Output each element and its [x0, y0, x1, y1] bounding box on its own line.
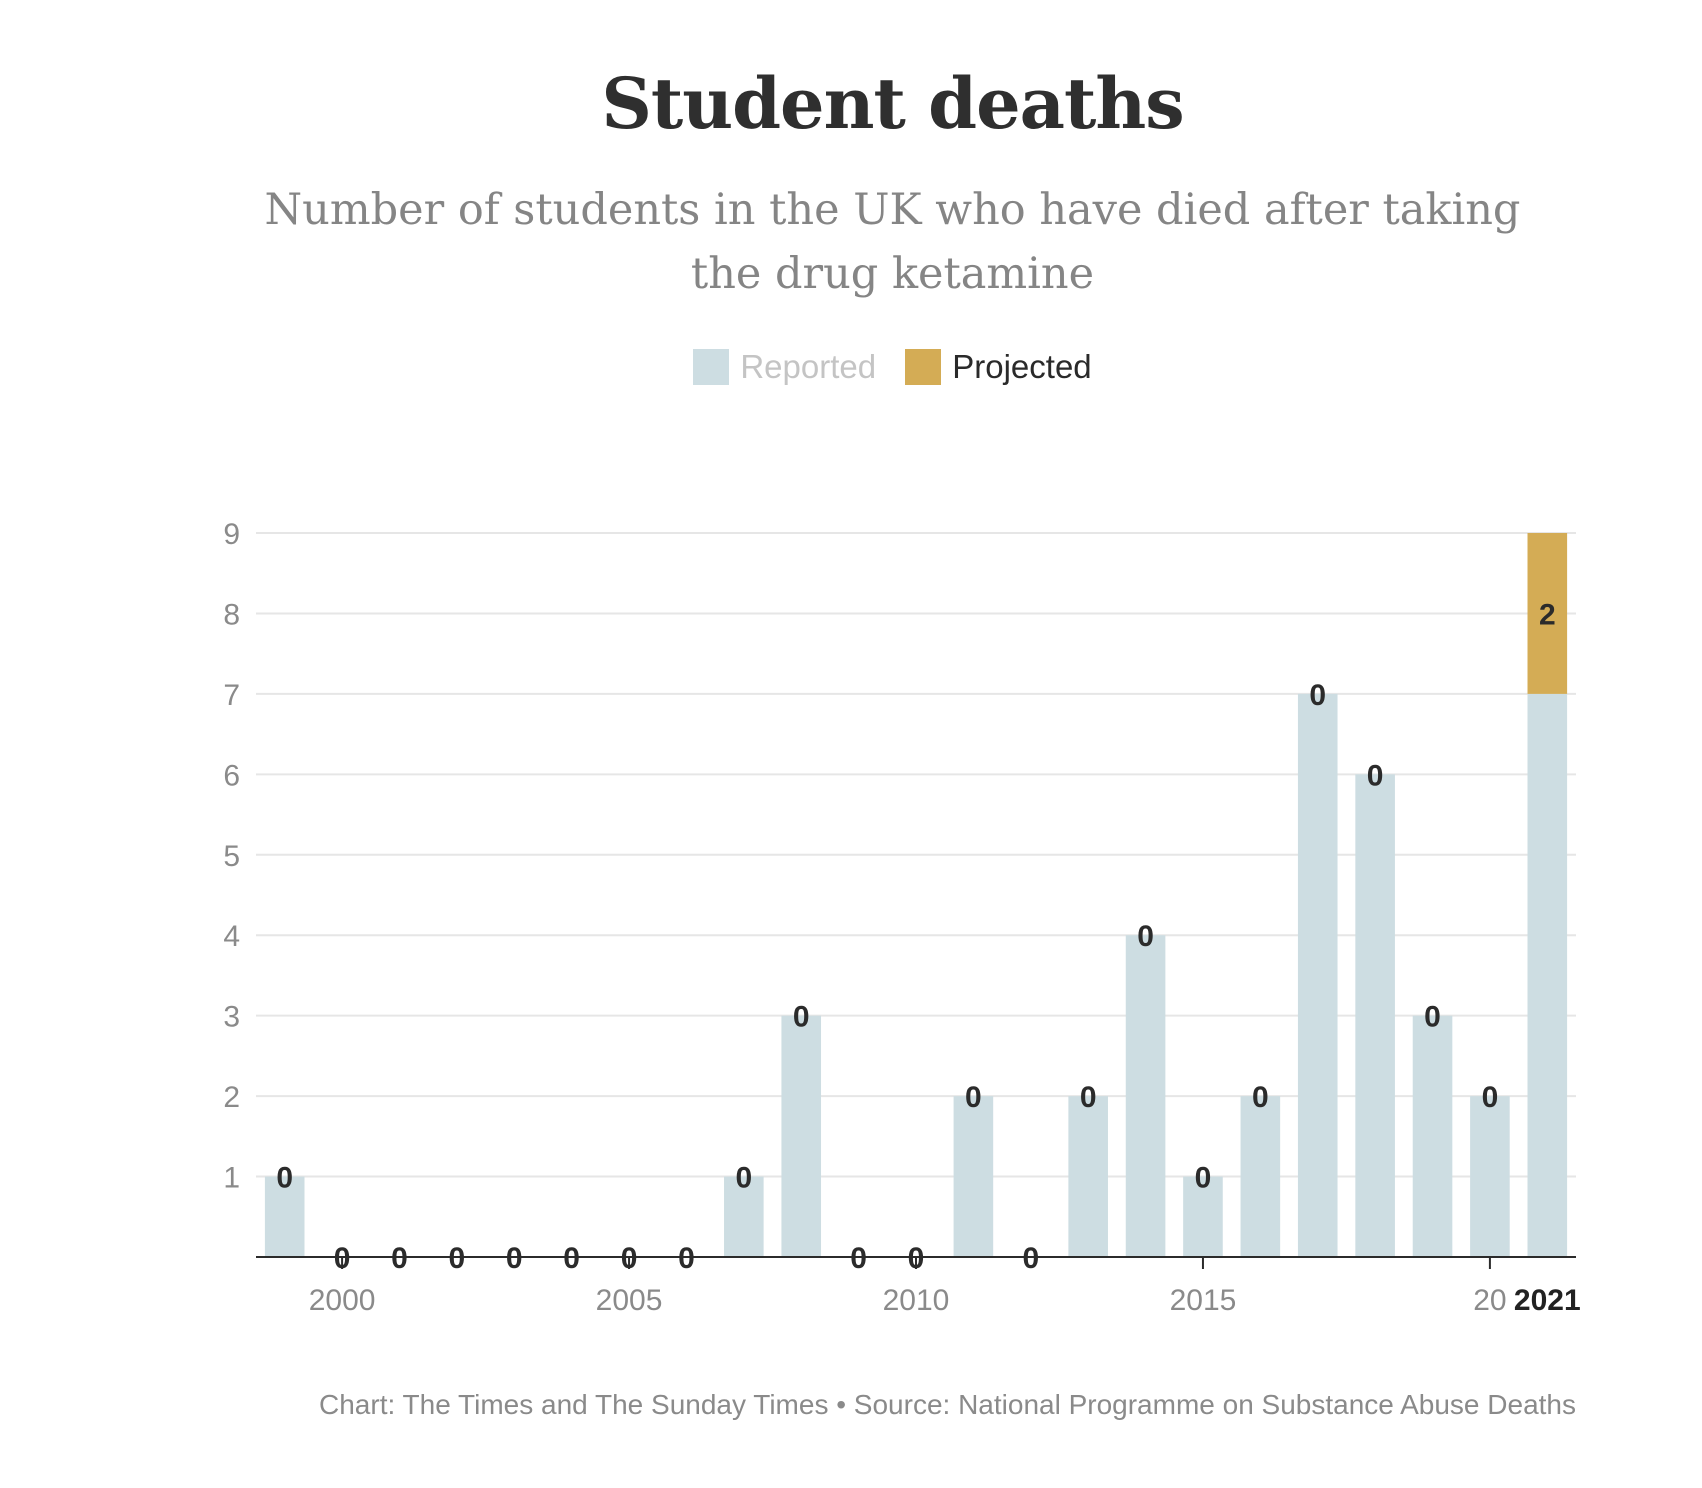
bar-label-2017: 0 [1309, 679, 1326, 712]
bar-label-2012: 0 [1022, 1242, 1039, 1275]
bar-reported-2008 [781, 1015, 822, 1257]
bar-reported-2016 [1240, 1096, 1281, 1257]
y-tick-label-3: 3 [223, 1001, 240, 1034]
bar-label-2007: 0 [735, 1162, 752, 1195]
bar-reported-2018 [1355, 774, 1395, 1257]
legend-item-projected: Projected [905, 348, 1092, 386]
bar-label-2001: 0 [391, 1242, 408, 1275]
bar-label-2015: 0 [1195, 1162, 1212, 1195]
bar-label-2016: 0 [1252, 1081, 1269, 1114]
legend: Reported Projected [0, 348, 1702, 393]
y-tick-label-1: 1 [223, 1162, 240, 1195]
legend-swatch-projected [905, 349, 942, 385]
bar-reported-1999 [264, 1176, 305, 1257]
x-tick-label-2015: 2015 [1170, 1284, 1237, 1317]
bar-label-2003: 0 [506, 1242, 523, 1275]
chart-title: Student deaths [601, 62, 1184, 145]
bar-label-2013: 0 [1080, 1081, 1097, 1114]
legend-label-reported: Reported [740, 348, 877, 385]
bar-reported-2015 [1183, 1176, 1223, 1257]
y-tick-label-9: 9 [223, 518, 240, 551]
bar-label-2002: 0 [449, 1242, 466, 1275]
chart-source: Chart: The Times and The Sunday Times • … [319, 1389, 1576, 1420]
bar-label-2004: 0 [563, 1242, 580, 1275]
x-tick-label-highlight: 2021 [1514, 1284, 1581, 1317]
y-tick-label-5: 5 [223, 840, 240, 873]
legend-label-projected: Projected [952, 348, 1092, 385]
x-axis-ticks: 2000 2005 2010 2015 20 2021 [309, 1257, 1581, 1317]
bar-label-2014: 0 [1137, 920, 1154, 953]
x-tick-label-2000: 2000 [309, 1284, 376, 1317]
chart-subtitle: Number of students in the UK who have di… [264, 185, 1521, 299]
y-tick-label-8: 8 [223, 598, 240, 631]
y-tick-label-2: 2 [223, 1081, 240, 1114]
bar-label-1999: 0 [276, 1162, 293, 1195]
x-tick-label-2005: 2005 [596, 1284, 663, 1317]
bar-label-2018: 0 [1367, 759, 1384, 792]
x-tick-label-2010: 2010 [883, 1284, 950, 1317]
x-tick-label-20: 20 [1473, 1284, 1506, 1317]
bar-projected-2021 [1527, 533, 1568, 694]
bar-label-2009: 0 [850, 1242, 867, 1275]
legend-item-reported: Reported [693, 348, 876, 386]
bar-label-2021: 2 [1539, 598, 1556, 631]
bar-reported-2017 [1297, 693, 1338, 1257]
bar-label-2019: 0 [1424, 1001, 1441, 1034]
y-tick-label-4: 4 [223, 920, 240, 953]
bar-reported-2020 [1470, 1096, 1510, 1257]
bar-label-2006: 0 [678, 1242, 695, 1275]
bar-reported-2019 [1412, 1015, 1453, 1257]
bars [264, 533, 1568, 1257]
bar-label-2020: 0 [1482, 1081, 1499, 1114]
bar-reported-2021 [1527, 693, 1568, 1257]
bar-reported-2007 [724, 1176, 764, 1257]
y-axis-ticks: 1 2 3 4 5 6 7 8 9 [223, 518, 240, 1195]
y-tick-label-7: 7 [223, 679, 240, 712]
bar-reported-2014 [1125, 935, 1166, 1257]
bar-reported-2013 [1068, 1096, 1108, 1257]
bar-reported-2011 [953, 1096, 994, 1257]
bar-label-2011: 0 [965, 1081, 982, 1114]
legend-swatch-reported [693, 349, 730, 385]
bar-label-2008: 0 [793, 1001, 810, 1034]
y-tick-label-6: 6 [223, 759, 240, 792]
